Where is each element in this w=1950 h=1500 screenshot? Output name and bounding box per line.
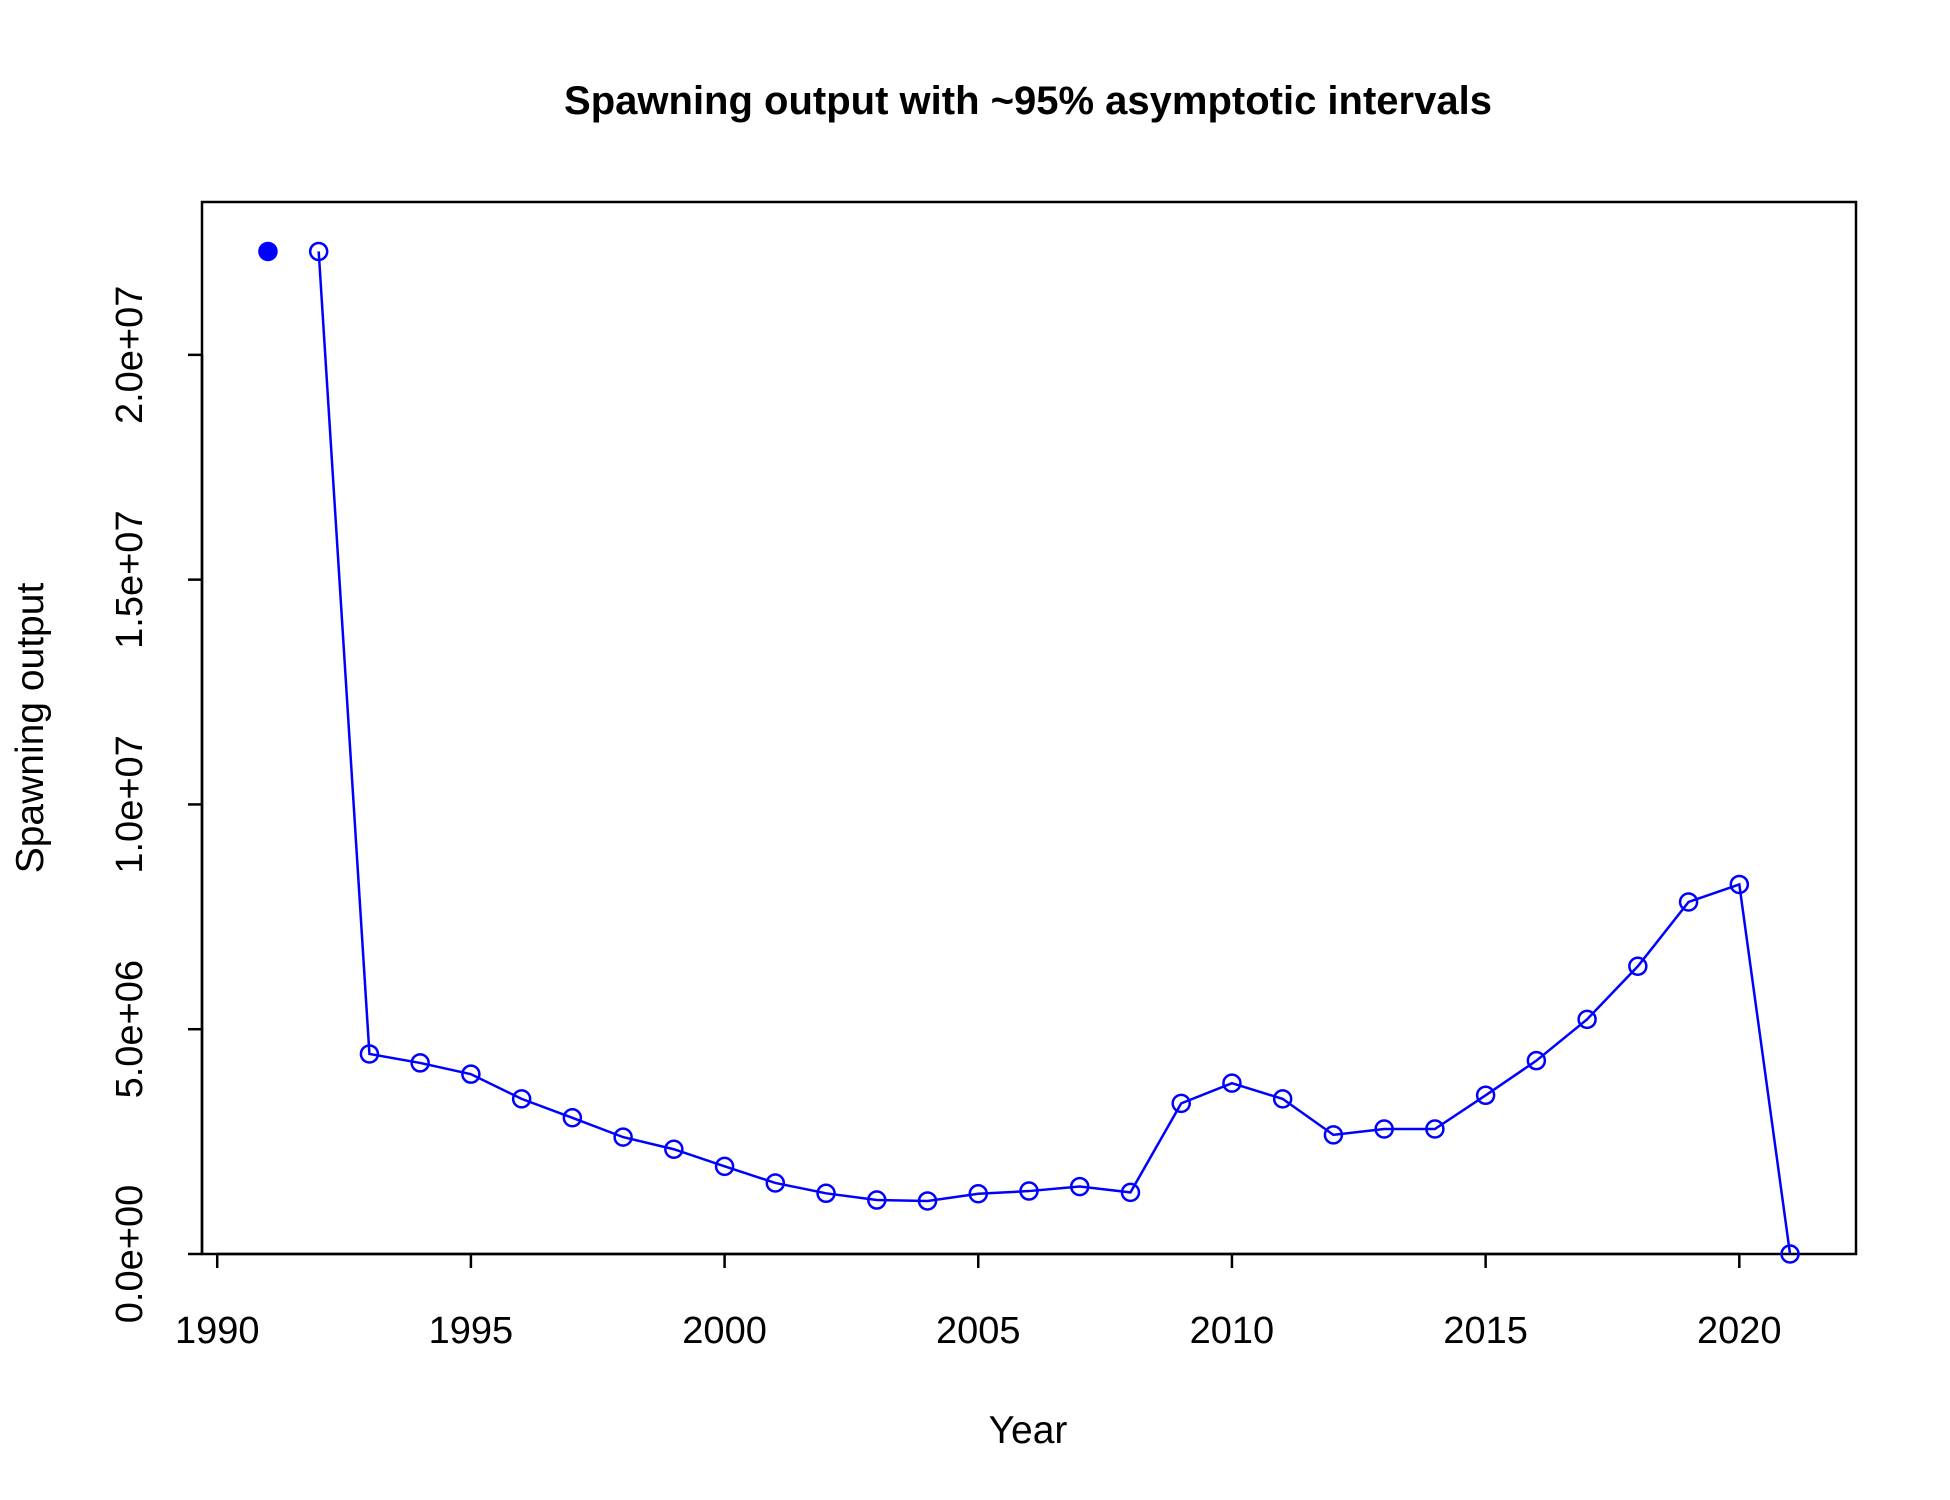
plot-frame: [200, 200, 1858, 1256]
data-point: [308, 241, 329, 262]
x-tick-label: 2015: [1443, 1310, 1528, 1352]
x-axis-title: Year: [989, 1409, 1068, 1452]
x-tick-label: 1990: [175, 1310, 260, 1352]
data-point: [867, 1190, 887, 1210]
series-layer: [258, 241, 1800, 1264]
data-point: [1729, 874, 1750, 895]
data-point: [917, 1191, 938, 1211]
data-point: [1069, 1176, 1090, 1197]
data-point: [664, 1139, 684, 1159]
data-point: [1120, 1182, 1141, 1203]
data-point: [562, 1108, 583, 1128]
y-tick-label: 1.5e+07: [109, 510, 151, 648]
data-point: [1272, 1089, 1293, 1109]
x-tick-label: 2005: [936, 1310, 1021, 1352]
data-point: [968, 1184, 989, 1204]
data-point: [816, 1183, 836, 1204]
data-point: [359, 1044, 380, 1064]
data-point: [1628, 956, 1648, 977]
x-tick-label: 2020: [1697, 1310, 1782, 1352]
x-axis: 1990 1995 2000 2005 2010 2015 2020: [175, 1252, 1782, 1352]
y-tick-label: 2.0e+07: [109, 286, 151, 424]
y-tick-label: 1.0e+07: [109, 735, 151, 873]
x-tick-label: 2010: [1190, 1310, 1275, 1352]
data-point: [410, 1053, 430, 1073]
chart-title: Spawning output with ~95% asymptotic int…: [564, 79, 1492, 123]
virgin-point: [258, 241, 278, 262]
y-tick-label: 5.0e+06: [109, 960, 151, 1098]
data-point: [714, 1156, 735, 1177]
data-point: [461, 1064, 481, 1084]
data-point: [1526, 1050, 1547, 1071]
data-point: [511, 1089, 532, 1109]
data-point: [613, 1127, 633, 1147]
data-point: [1780, 1244, 1800, 1264]
x-tick-label: 1995: [429, 1310, 514, 1352]
data-point: [1019, 1181, 1039, 1201]
x-tick-label: 2000: [682, 1310, 767, 1352]
data-point: [1323, 1125, 1344, 1145]
y-tick-label: 0.0e+00: [109, 1185, 151, 1323]
data-point: [1171, 1093, 1191, 1114]
data-point: [1475, 1085, 1496, 1106]
data-point: [1577, 1009, 1597, 1030]
data-point: [1222, 1073, 1242, 1093]
data-point: [1425, 1119, 1445, 1139]
data-point: [1678, 892, 1699, 912]
series-line: [317, 251, 1792, 1255]
data-point: [765, 1173, 786, 1193]
data-point: [1374, 1119, 1394, 1139]
y-axis-title: Spawning output: [9, 583, 52, 874]
y-axis: 0.0e+00 5.0e+06 1.0e+07 1.5e+07 2.0e+07: [109, 286, 204, 1323]
